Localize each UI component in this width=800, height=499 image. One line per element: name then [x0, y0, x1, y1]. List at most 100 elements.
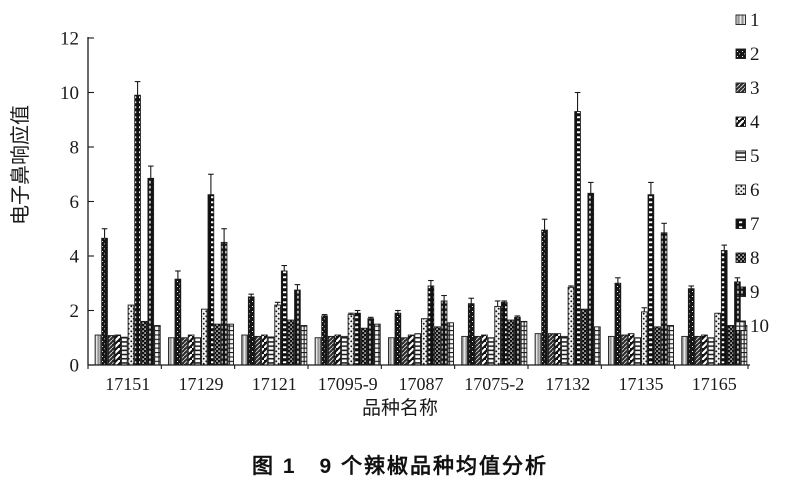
bar-s7-17095-9	[354, 312, 361, 366]
y-tick-label: 0	[70, 356, 80, 377]
legend-item: 4	[735, 112, 760, 133]
bar-s5-17165	[707, 337, 715, 366]
bar-s1-17129	[167, 337, 175, 366]
bar-s10-17129	[227, 323, 235, 366]
bar-s4-17135	[627, 333, 635, 366]
legend-label: 7	[750, 214, 760, 235]
bar-s5-17095-9	[341, 335, 348, 366]
bar-s9-17095-9	[367, 318, 375, 366]
bar-s4-17121	[261, 334, 268, 366]
bar-s4-17095-9	[334, 334, 342, 366]
legend-label: 8	[750, 248, 760, 269]
x-category-label: 17151	[105, 374, 150, 394]
legend-label: 2	[750, 44, 760, 65]
bar-s8-17151	[140, 320, 148, 366]
legend-label: 9	[750, 282, 760, 303]
bar-s9-17075-2	[514, 316, 521, 366]
bar-s9-17135	[660, 232, 668, 366]
legend-item: 7	[735, 214, 760, 235]
x-category-label: 17121	[252, 374, 297, 394]
bar-s5-17121	[267, 336, 275, 366]
bar-s4-17165	[701, 334, 708, 366]
bar-s9-17151	[147, 177, 155, 366]
bar-s5-17151	[121, 336, 128, 366]
legend-swatch-4	[735, 116, 746, 127]
bar-s8-17165	[727, 325, 735, 366]
bar-s10-17151	[154, 325, 161, 366]
bar-s8-17095-9	[360, 327, 368, 366]
y-tick-label: 8	[70, 138, 80, 159]
bar-s4-17151	[114, 334, 122, 366]
bar-s1-17135	[608, 335, 615, 366]
legend-item: 3	[735, 78, 760, 99]
bar-s5-17135	[634, 337, 641, 366]
bar-s3-17129	[181, 337, 188, 366]
y-tick-label: 4	[70, 247, 80, 268]
bar-s7-17129	[207, 194, 215, 366]
bar-s9-17129	[220, 241, 228, 366]
bar-s7-17087	[427, 285, 435, 366]
bar-s6-17087	[421, 318, 428, 366]
figure-caption: 图 1 9 个辣椒品种均值分析	[251, 455, 549, 478]
legend-label: 1	[750, 10, 760, 31]
bar-s4-17075-2	[481, 334, 488, 366]
bar-s8-17075-2	[507, 319, 515, 366]
bar-s6-17121	[274, 304, 281, 366]
y-tick-label: 10	[60, 83, 79, 104]
legend-swatch-10	[735, 320, 746, 331]
bar-s10-17121	[300, 325, 308, 366]
legend-item: 6	[735, 180, 760, 201]
x-category-label: 17165	[692, 374, 737, 394]
bar-s2-17132	[541, 229, 548, 366]
x-axis-title: 品种名称	[362, 397, 438, 419]
bar-s3-17075-2	[474, 335, 482, 366]
bar-s6-17132	[567, 286, 575, 366]
legend-item: 5	[735, 146, 760, 167]
bar-s3-17087	[401, 337, 408, 366]
bar-s7-17075-2	[500, 301, 508, 366]
legend-swatch-2	[735, 48, 746, 59]
legend-label: 4	[750, 112, 760, 133]
x-category-label: 17087	[399, 374, 444, 394]
bar-s1-17132	[534, 333, 542, 366]
bar-s2-17095-9	[321, 315, 328, 366]
y-axis-title: 电子鼻响应值	[9, 105, 32, 225]
legend-label: 6	[750, 180, 760, 201]
bar-s10-17165	[740, 325, 748, 366]
bar-s3-17151	[107, 335, 115, 366]
y-tick-label: 2	[70, 301, 80, 322]
bar-s5-17129	[194, 337, 202, 366]
bar-s6-17129	[200, 308, 208, 366]
bar-s8-17129	[214, 323, 221, 366]
bar-s6-17135	[641, 311, 648, 366]
legend-item: 9	[735, 282, 760, 303]
bar-s1-17165	[681, 335, 688, 366]
bar-s10-17095-9	[374, 323, 381, 366]
bar-s1-17095-9	[314, 337, 322, 366]
x-category-label: 17075-2	[464, 374, 524, 394]
bar-s2-17165	[687, 288, 695, 366]
bar-s8-17121	[287, 319, 295, 366]
legend-item: 2	[735, 44, 760, 65]
bar-s10-17135	[667, 325, 674, 366]
y-tick-label: 12	[60, 29, 79, 50]
x-category-label: 17135	[619, 374, 664, 394]
bar-s1-17075-2	[461, 335, 468, 366]
bar-s8-17087	[434, 326, 441, 366]
bar-s7-17132	[574, 111, 581, 366]
legend-label: 5	[750, 146, 760, 167]
bar-s5-17075-2	[487, 337, 495, 366]
bar-s4-17129	[187, 334, 195, 366]
legend-item: 1	[735, 10, 760, 31]
bar-s6-17165	[714, 312, 721, 366]
bar-s7-17121	[280, 270, 288, 366]
legend-swatch-9	[735, 286, 746, 297]
bar-s1-17121	[241, 334, 248, 366]
bar-s3-17121	[254, 335, 262, 366]
legend-item: 10	[735, 316, 769, 337]
legend-swatch-8	[735, 252, 746, 263]
bar-s7-17151	[134, 94, 141, 366]
bar-s3-17135	[621, 334, 628, 366]
bar-s1-17151	[94, 334, 102, 366]
